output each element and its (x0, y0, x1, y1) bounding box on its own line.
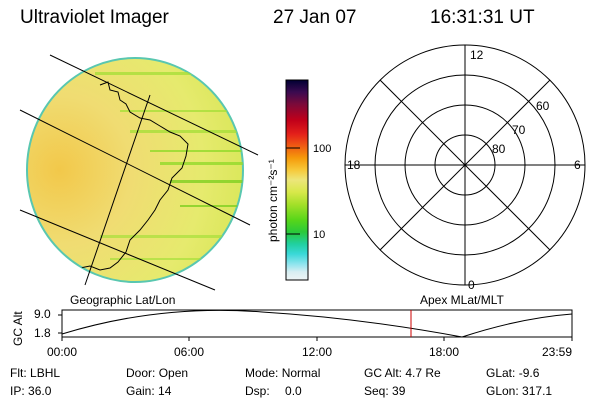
glat-label: GLat: (486, 366, 516, 380)
time-tick-2359: 23:59 (542, 345, 572, 359)
time-tick-0600: 06:00 (174, 345, 204, 359)
gain-label: Gain: (126, 384, 155, 398)
mlat-label-70: 70 (512, 123, 526, 137)
polar-labels: 12 18 6 0 60 70 80 (347, 48, 581, 292)
glon-value: 317.1 (522, 384, 553, 398)
color-scale-bar: 100 10 photon cm⁻²s⁻¹ (266, 79, 331, 281)
time-label: 16:31:31 UT (430, 7, 535, 28)
time-tick-1800: 18:00 (429, 345, 459, 359)
ip-label: IP: (10, 384, 25, 398)
gain-value: 14 (158, 384, 172, 398)
coastline (54, 81, 189, 281)
ip-value: 36.0 (28, 384, 52, 398)
glat-info: GLat: -9.6 (486, 366, 539, 380)
mode-info: Mode: Normal (245, 366, 320, 380)
time-tick-1200: 12:00 (302, 345, 332, 359)
instrument-title: Ultraviolet Imager (20, 7, 169, 28)
colorbar-unit-label: photon cm⁻²s⁻¹ (266, 159, 280, 242)
polar-mlat-mlt-grid (344, 44, 586, 286)
filter-value: LBHL (30, 366, 61, 380)
ip-info: IP: 36.0 (10, 384, 51, 398)
date-label: 27 Jan 07 (273, 7, 357, 28)
glat-value: -9.6 (518, 366, 540, 380)
door-info: Door: Open (126, 366, 188, 380)
mlt-label-6: 6 (574, 158, 581, 172)
glon-label: GLon: (486, 384, 519, 398)
mlat-label-80: 80 (492, 142, 506, 156)
uv-globe-image (19, 54, 259, 291)
altitude-curve (61, 309, 573, 338)
gc-alt-value: 4.7 Re (405, 366, 441, 380)
colorbar-tick-10: 10 (313, 229, 325, 241)
mlt-label-18: 18 (347, 158, 361, 172)
dsp-label: Dsp: (245, 384, 270, 398)
altitude-ytick-high: 9.0 (34, 307, 51, 321)
dsp-info: Dsp: 0.0 (245, 384, 302, 398)
seq-value: 39 (392, 384, 406, 398)
time-tick-0000: 00:00 (47, 345, 77, 359)
geographic-grid-label: Geographic Lat/Lon (70, 293, 175, 307)
altitude-axis-label: GC Alt (11, 311, 25, 346)
gc-alt-info: GC Alt: 4.7 Re (364, 366, 441, 380)
mlt-label-12: 12 (470, 48, 484, 62)
altitude-plot: GC Alt 9.0 1.8 00:00 06:00 12:00 18:00 2… (11, 307, 573, 359)
lat-lon-grid (19, 54, 259, 291)
mlt-label-0: 0 (468, 278, 475, 292)
mode-label: Mode: (245, 366, 279, 380)
door-value: Open (158, 366, 189, 380)
filter-label: Flt: (10, 366, 27, 380)
altitude-ytick-low: 1.8 (34, 326, 51, 340)
seq-label: Seq: (364, 384, 389, 398)
dsp-value: 0.0 (285, 384, 302, 398)
colorbar-tick-100: 100 (313, 143, 331, 155)
gain-info: Gain: 14 (126, 384, 171, 398)
glon-info: GLon: 317.1 (486, 384, 552, 398)
door-label: Door: (126, 366, 156, 380)
gc-alt-label: GC Alt: (364, 366, 403, 380)
mode-value: Normal (281, 366, 321, 380)
filter-info: Flt: LBHL (10, 366, 60, 380)
seq-info: Seq: 39 (364, 384, 405, 398)
mlat-label-60: 60 (536, 99, 550, 113)
apex-grid-label: Apex MLat/MLT (420, 293, 504, 307)
